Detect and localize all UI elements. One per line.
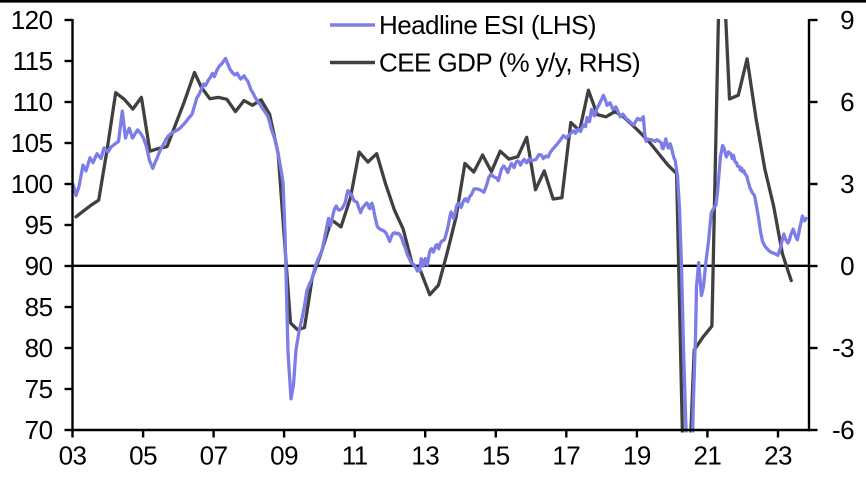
svg-text:70: 70 bbox=[25, 415, 53, 445]
svg-text:15: 15 bbox=[482, 441, 510, 471]
svg-text:13: 13 bbox=[411, 441, 439, 471]
svg-text:-6: -6 bbox=[832, 415, 854, 445]
svg-text:115: 115 bbox=[13, 46, 53, 76]
svg-text:90: 90 bbox=[25, 251, 53, 281]
svg-text:120: 120 bbox=[11, 5, 53, 35]
svg-text:75: 75 bbox=[25, 374, 53, 404]
svg-text:23: 23 bbox=[764, 441, 792, 471]
svg-text:21: 21 bbox=[693, 441, 721, 471]
svg-text:03: 03 bbox=[59, 441, 87, 471]
svg-text:09: 09 bbox=[270, 441, 298, 471]
svg-text:95: 95 bbox=[25, 210, 53, 240]
svg-text:CEE GDP (% y/y, RHS): CEE GDP (% y/y, RHS) bbox=[379, 48, 640, 78]
svg-text:105: 105 bbox=[11, 128, 53, 158]
svg-text:0: 0 bbox=[840, 251, 854, 281]
svg-text:80: 80 bbox=[25, 333, 53, 363]
svg-text:19: 19 bbox=[623, 441, 651, 471]
svg-text:Headline ESI (LHS): Headline ESI (LHS) bbox=[379, 10, 596, 40]
svg-text:11: 11 bbox=[342, 441, 368, 471]
svg-text:05: 05 bbox=[129, 441, 157, 471]
svg-text:-3: -3 bbox=[832, 333, 854, 363]
svg-text:9: 9 bbox=[840, 5, 854, 35]
svg-text:3: 3 bbox=[840, 169, 854, 199]
svg-text:07: 07 bbox=[200, 441, 228, 471]
svg-text:6: 6 bbox=[840, 87, 854, 117]
svg-text:100: 100 bbox=[11, 169, 53, 199]
svg-text:110: 110 bbox=[13, 87, 53, 117]
svg-text:85: 85 bbox=[25, 292, 53, 322]
svg-text:17: 17 bbox=[552, 441, 580, 471]
